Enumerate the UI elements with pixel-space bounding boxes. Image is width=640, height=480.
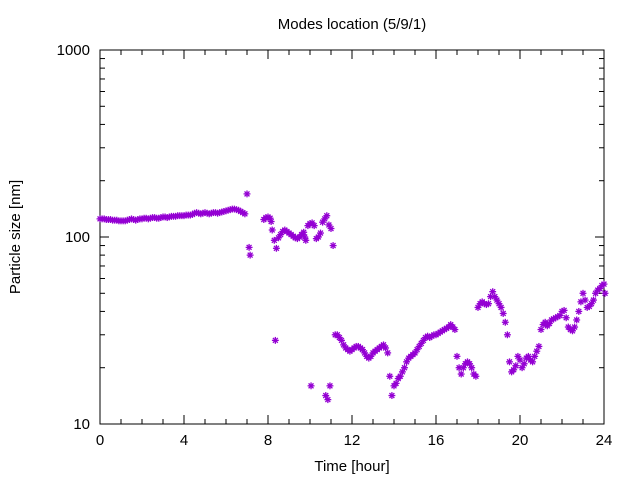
- chart-title: Modes location (5/9/1): [278, 16, 426, 33]
- data-point: [382, 344, 390, 352]
- x-tick-label: 24: [596, 432, 613, 449]
- data-point: [310, 222, 318, 230]
- data-point: [329, 242, 337, 250]
- data-point: [512, 362, 520, 370]
- y-tick-label: 10: [73, 416, 90, 433]
- x-axis: 0 4 8 12 16 20 24: [96, 50, 613, 449]
- data-point: [506, 358, 513, 366]
- data-point: [503, 331, 511, 339]
- data-point: [601, 289, 609, 297]
- data-point: [451, 326, 459, 333]
- data-point: [243, 190, 251, 198]
- data-point: [267, 218, 275, 225]
- data-point: [403, 358, 411, 366]
- data-point: [398, 368, 406, 376]
- data-point: [520, 360, 528, 368]
- data-point: [317, 229, 324, 237]
- data-point: [537, 326, 545, 333]
- data-point: [575, 307, 583, 315]
- data-point: [489, 288, 497, 296]
- data-point: [472, 372, 480, 380]
- data-point: [302, 236, 310, 244]
- y-axis: 10 100 1000: [57, 42, 604, 433]
- data-point: [571, 323, 579, 331]
- data-point: [468, 364, 476, 372]
- data-point: [535, 342, 543, 350]
- data-point: [497, 304, 505, 311]
- data-point: [386, 372, 394, 380]
- data-point: [600, 280, 608, 288]
- x-tick-label: 8: [264, 432, 272, 449]
- data-point: [361, 349, 369, 357]
- data-point: [457, 370, 465, 378]
- x-tick-label: 12: [344, 432, 361, 449]
- data-point: [326, 382, 334, 390]
- data-point: [314, 233, 322, 241]
- data-point: [272, 244, 280, 252]
- data-point: [573, 316, 581, 324]
- data-point: [531, 352, 539, 360]
- data-point: [590, 296, 597, 304]
- data-point: [388, 392, 396, 399]
- data-point: [533, 347, 541, 355]
- data-point: [556, 312, 564, 320]
- x-tick-label: 0: [96, 432, 104, 449]
- x-tick-label: 16: [428, 432, 445, 449]
- data-point: [569, 327, 576, 335]
- data-point: [401, 364, 408, 372]
- data-point: [392, 379, 400, 387]
- data-point: [516, 356, 524, 364]
- y-tick-label: 100: [65, 229, 90, 246]
- data-point: [529, 358, 537, 366]
- data-point: [245, 243, 253, 251]
- data-point: [246, 251, 254, 259]
- data-point: [300, 228, 308, 236]
- x-axis-label: Time [hour]: [314, 458, 389, 475]
- data-point: [581, 296, 589, 304]
- data-point: [579, 289, 587, 297]
- data-point: [324, 396, 332, 404]
- data-points: [96, 190, 609, 404]
- data-point: [485, 300, 492, 308]
- data-point: [268, 226, 276, 234]
- data-point: [241, 210, 249, 218]
- x-tick-label: 20: [512, 432, 529, 449]
- data-point: [271, 336, 279, 344]
- data-point: [510, 366, 518, 374]
- x-tick-label: 4: [180, 432, 188, 449]
- data-point: [327, 225, 335, 232]
- data-point: [501, 318, 509, 326]
- data-point: [323, 212, 331, 220]
- data-point: [562, 314, 570, 322]
- plot-frame: [99, 49, 605, 425]
- data-point: [307, 382, 315, 390]
- data-point: [499, 310, 507, 317]
- data-point: [466, 360, 474, 368]
- data-point: [560, 306, 568, 314]
- y-tick-label: 1000: [57, 42, 90, 59]
- y-axis-label: Particle size [nm]: [7, 180, 24, 294]
- data-point: [384, 349, 392, 357]
- data-point: [453, 352, 461, 360]
- data-point: [518, 364, 526, 372]
